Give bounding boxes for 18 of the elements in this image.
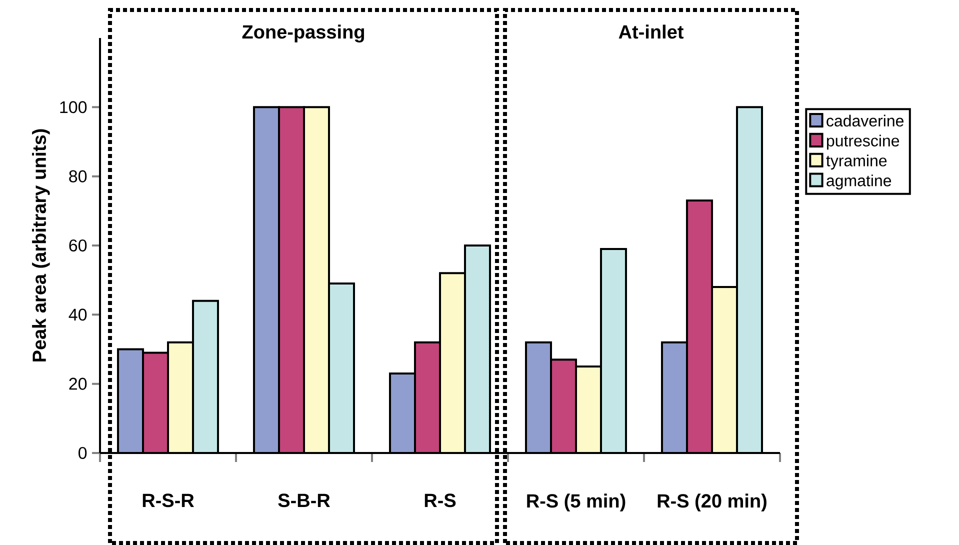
x-tick-label: R-S (20 min) — [658, 494, 766, 512]
y-tick-label: 60 — [69, 239, 87, 252]
legend-label: agmatine — [826, 174, 892, 190]
legend-label: cadaverine — [826, 114, 904, 127]
x-tick-label: R-S — [424, 494, 456, 508]
x-tick-label: S-B-R — [278, 494, 330, 508]
legend-label: putrescine — [826, 134, 900, 150]
annotation: At-inlet — [618, 24, 684, 39]
x-tick-label: R-S (5 min) — [527, 494, 626, 512]
y-tick-label: 40 — [68, 308, 87, 321]
y-axis-title: Peak area (arbitrary units) — [32, 129, 50, 362]
y-tick-label: 100 — [60, 101, 87, 114]
y-tick-label: 0 — [78, 446, 87, 460]
x-tick-label: R-S-R — [142, 494, 194, 508]
y-tick-label: 80 — [69, 170, 87, 182]
y-tick-label: 20 — [69, 378, 87, 390]
annotation: Zone-passing — [242, 24, 364, 43]
legend-label: tyramine — [826, 154, 887, 170]
